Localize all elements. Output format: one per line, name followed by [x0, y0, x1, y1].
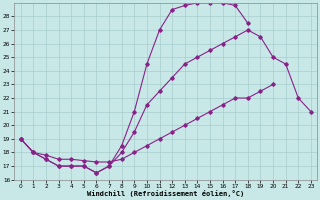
X-axis label: Windchill (Refroidissement éolien,°C): Windchill (Refroidissement éolien,°C) — [87, 190, 244, 197]
